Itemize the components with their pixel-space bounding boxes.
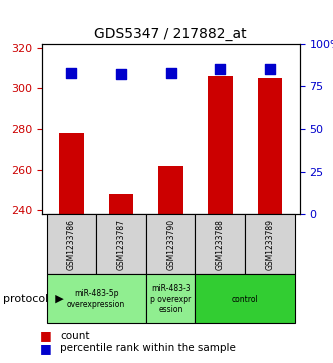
Text: percentile rank within the sample: percentile rank within the sample xyxy=(60,343,236,354)
FancyBboxPatch shape xyxy=(47,215,96,274)
Text: miR-483-3
p overexpr
ession: miR-483-3 p overexpr ession xyxy=(150,284,191,314)
Text: GSM1233786: GSM1233786 xyxy=(67,219,76,270)
Text: GSM1233788: GSM1233788 xyxy=(216,219,225,270)
FancyBboxPatch shape xyxy=(47,274,146,323)
Point xyxy=(218,66,223,72)
FancyBboxPatch shape xyxy=(96,215,146,274)
Point xyxy=(69,70,74,76)
FancyBboxPatch shape xyxy=(146,215,195,274)
Text: count: count xyxy=(60,331,90,341)
Text: control: control xyxy=(232,295,258,304)
Bar xyxy=(257,78,282,215)
Bar xyxy=(208,76,233,215)
Text: ■: ■ xyxy=(40,329,52,342)
FancyBboxPatch shape xyxy=(195,215,245,274)
Text: miR-483-5p
overexpression: miR-483-5p overexpression xyxy=(67,289,125,309)
Text: GSM1233789: GSM1233789 xyxy=(265,219,274,270)
Point xyxy=(267,66,273,72)
FancyBboxPatch shape xyxy=(245,215,295,274)
Bar xyxy=(109,194,134,215)
Text: protocol  ▶: protocol ▶ xyxy=(3,294,64,305)
Bar xyxy=(59,133,84,215)
Text: GSM1233787: GSM1233787 xyxy=(117,219,126,270)
Title: GDS5347 / 217882_at: GDS5347 / 217882_at xyxy=(94,27,247,41)
FancyBboxPatch shape xyxy=(146,274,195,323)
FancyBboxPatch shape xyxy=(195,274,295,323)
Point xyxy=(118,72,124,77)
Point xyxy=(168,70,173,76)
Text: GSM1233790: GSM1233790 xyxy=(166,219,175,270)
Bar xyxy=(158,166,183,215)
Text: ■: ■ xyxy=(40,342,52,355)
